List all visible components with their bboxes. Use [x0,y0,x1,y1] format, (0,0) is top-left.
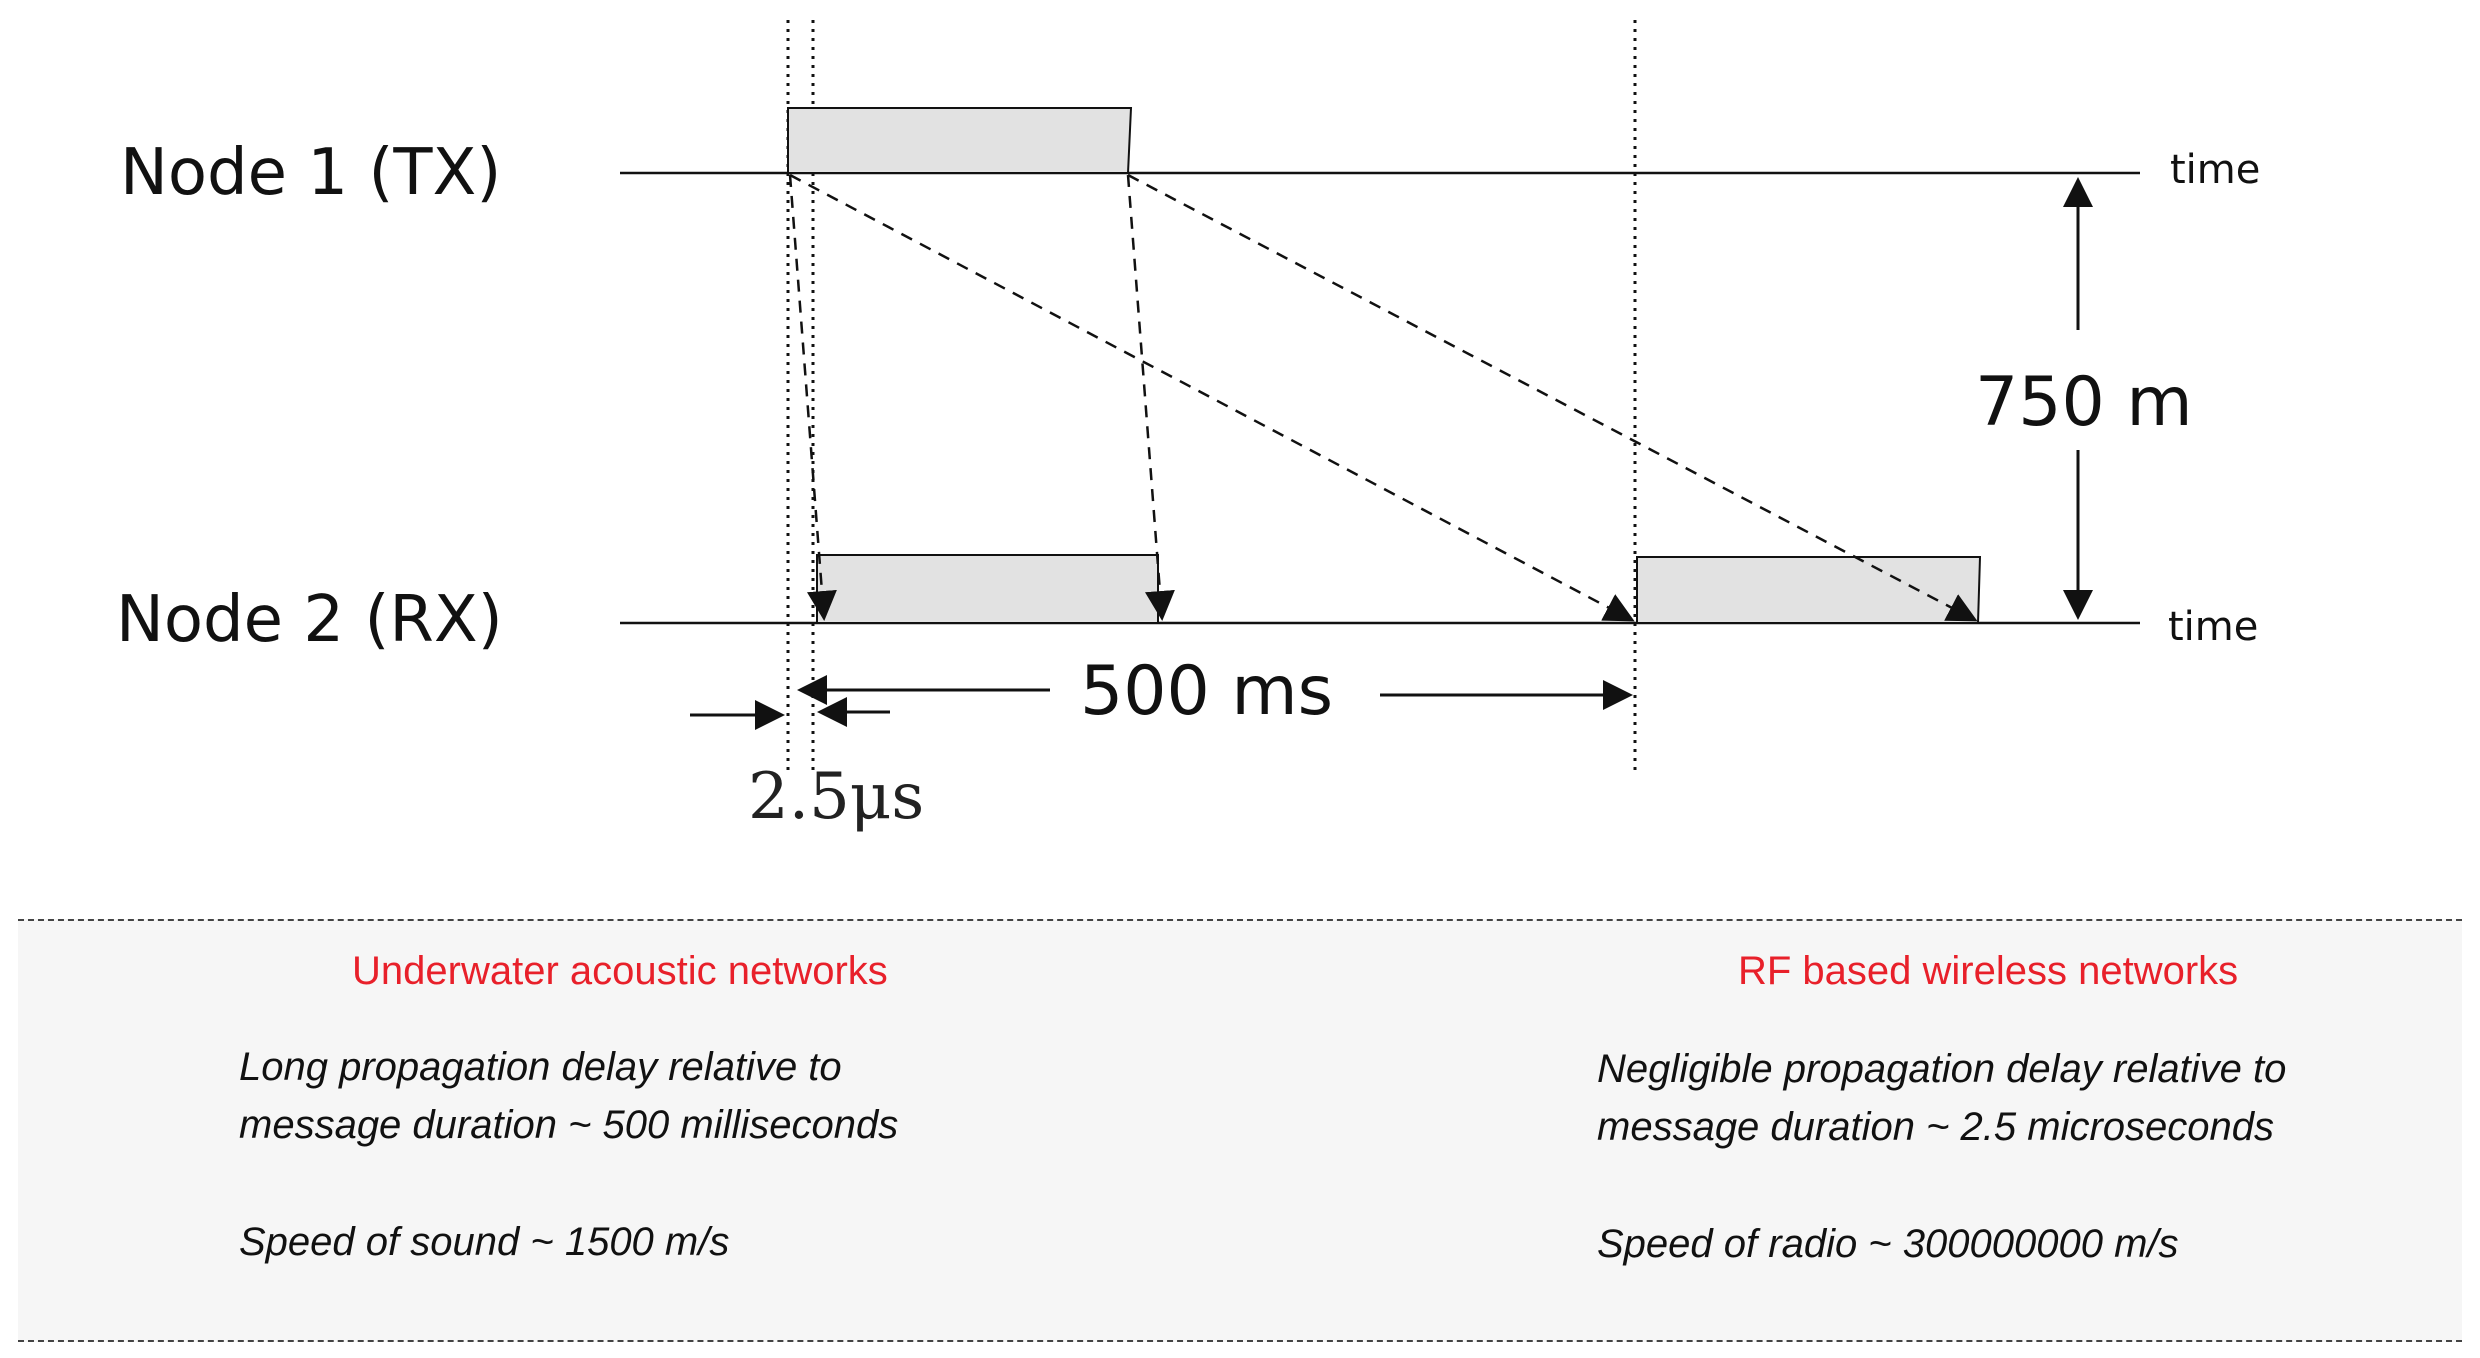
acoustic-propagation-arrow-start [789,173,1635,622]
underwater-line-3: Speed of sound ~ 1500 m/s [239,1220,730,1264]
acoustic-propagation-arrow-end [1127,173,1978,622]
rf-propagation-arrow-end [1126,174,1175,621]
tx-packet [787,107,1133,174]
node1-label: Node 1 (TX) [120,136,501,210]
rf-line-1: Negligible propagation delay relative to [1597,1047,2287,1091]
underwater-title: Underwater acoustic networks [352,949,888,993]
rf-rx-packet [816,554,1159,624]
rf-title: RF based wireless networks [1738,949,2239,993]
timing-diagram: Node 1 (TX) Node 2 (RX) time time 750 m … [116,20,2260,834]
rf-propagation-arrow-start [788,174,837,621]
comparison-panel: Underwater acoustic networks Long propag… [18,919,2462,1342]
delay-label-long: 500 ms [1080,652,1333,731]
rf-line-2: message duration ~ 2.5 microseconds [1597,1105,2275,1149]
time-label-top: time [2170,147,2260,193]
acoustic-rx-packet [1636,556,1982,624]
underwater-line-2: message duration ~ 500 milliseconds [239,1103,899,1147]
time-label-bottom: time [2168,604,2258,650]
node2-label: Node 2 (RX) [116,583,503,657]
underwater-line-1: Long propagation delay relative to [239,1045,842,1089]
rf-line-3: Speed of radio ~ 300000000 m/s [1597,1222,2179,1266]
delay-label-short: 2.5μs [748,760,924,834]
distance-label: 750 m [1975,363,2193,442]
